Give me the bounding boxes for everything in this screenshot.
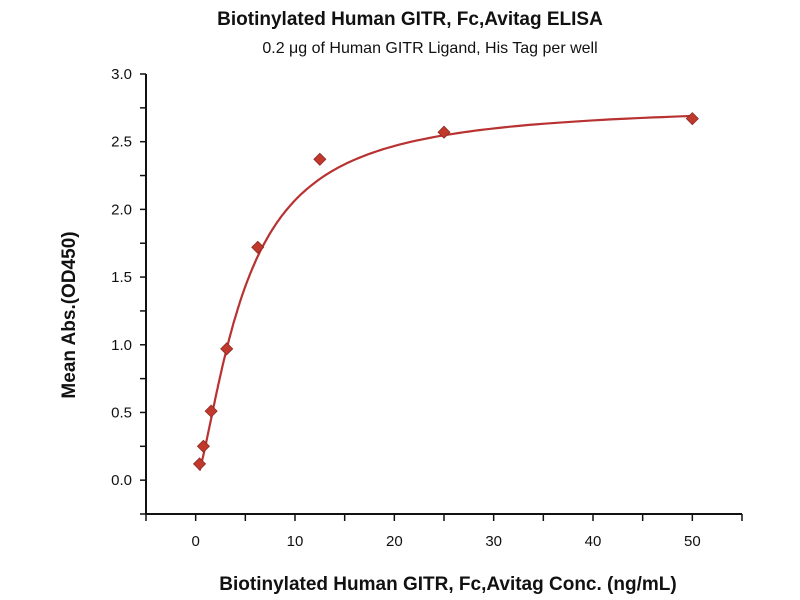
y-tick-label: 2.0 bbox=[111, 201, 132, 218]
data-point bbox=[220, 342, 234, 356]
y-tick-label: 2.5 bbox=[111, 134, 132, 151]
x-axis-label: Biotinylated Human GITR, Fc,Avitag Conc.… bbox=[219, 574, 676, 595]
data-point bbox=[685, 112, 699, 126]
chart-subtitle: 0.2 μg of Human GITR Ligand, His Tag per… bbox=[262, 40, 597, 57]
data-point bbox=[437, 125, 451, 139]
x-tick-label: 30 bbox=[485, 533, 502, 550]
x-tick-label: 0 bbox=[191, 533, 199, 550]
y-tick-label: 1.0 bbox=[111, 337, 132, 354]
data-point bbox=[251, 240, 265, 254]
data-point bbox=[313, 152, 327, 166]
fit-curve-group bbox=[198, 114, 693, 471]
y-tick-label: 1.5 bbox=[111, 269, 132, 286]
x-tick-label: 40 bbox=[585, 533, 602, 550]
data-point bbox=[192, 457, 207, 471]
chart-title: Biotinylated Human GITR, Fc,Avitag ELISA bbox=[217, 9, 603, 30]
y-axis-label: Mean Abs.(OD450) bbox=[59, 231, 80, 398]
y-tick-label: 3.0 bbox=[111, 66, 132, 83]
x-tick-label: 10 bbox=[287, 533, 304, 550]
x-tick-label: 20 bbox=[386, 533, 403, 550]
axes: 0.0 0.5 1.0 1.5 2.0 2.5 3.0 0 10 20 30 40 50 bbox=[111, 66, 743, 550]
y-tick-label: 0.5 bbox=[111, 404, 132, 421]
y-tick-label: 0.0 bbox=[111, 472, 132, 489]
data-point bbox=[196, 439, 210, 453]
fit-curve bbox=[198, 114, 693, 471]
data-point bbox=[204, 404, 218, 418]
data-points bbox=[192, 112, 699, 471]
x-tick-label: 50 bbox=[684, 533, 701, 550]
